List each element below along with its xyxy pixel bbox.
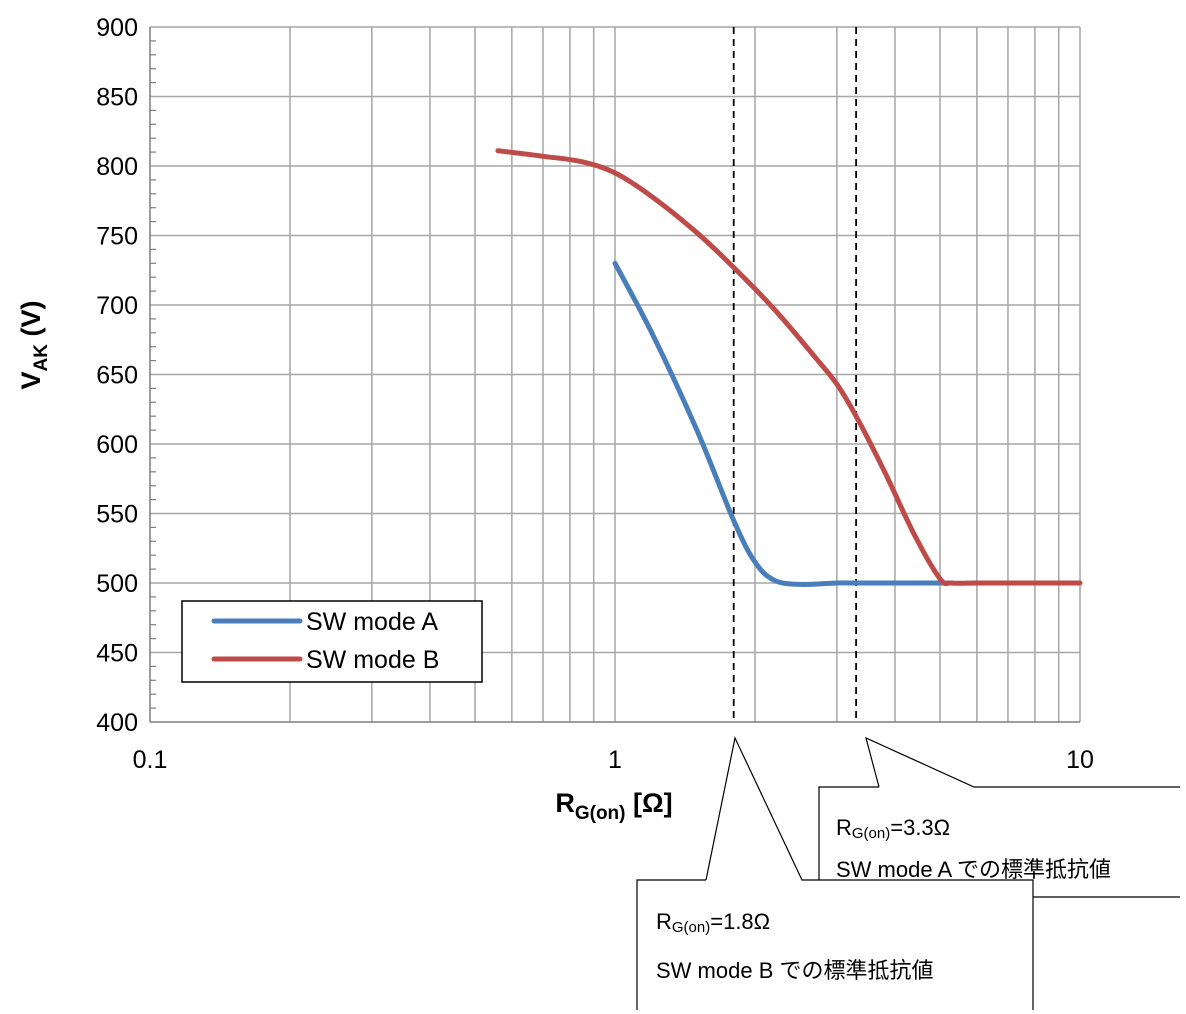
y-tick-label: 650 (96, 362, 138, 390)
callout-sw-mode-a: RG(on)=3.3Ω SW mode A での標準抵抗値 (818, 736, 1180, 898)
x-tick-label: 1 (608, 746, 622, 774)
gridlines (150, 26, 1081, 722)
y-tick-label: 500 (96, 570, 138, 598)
callout-sw-mode-b: RG(on)=1.8Ω SW mode B での標準抵抗値 (636, 736, 1034, 1010)
x-axis-title: RG(on) [Ω] (555, 788, 672, 824)
y-tick-label: 700 (96, 292, 138, 320)
callout-text-sw-mode-a: SW mode A での標準抵抗値 (836, 857, 1111, 882)
reference-lines (732, 27, 858, 722)
series-line-sw-mode-b (495, 148, 1083, 587)
callout-label-sw-mode-a: RG(on)=3.3Ω (836, 815, 950, 842)
y-tick-label: 850 (96, 84, 138, 112)
y-axis-title: VAK (V) (16, 301, 52, 390)
x-tick-labels: 0.1 1 10 (133, 746, 1094, 774)
legend-box (181, 600, 483, 683)
y-tick-label: 900 (96, 14, 138, 42)
axes (149, 27, 1080, 723)
y-tick-labels: 400 450 500 550 600 650 700 750 800 850 900 (96, 14, 138, 737)
callout-label-sw-mode-b: RG(on)=1.8Ω (656, 909, 770, 936)
x-tick-label: 0.1 (133, 746, 168, 774)
x-tick-label: 10 (1066, 746, 1094, 774)
legend-label-sw-mode-b: SW mode B (306, 646, 439, 674)
callout-text-sw-mode-b: SW mode B での標準抵抗値 (656, 958, 933, 983)
series-line-sw-mode-a (612, 260, 955, 587)
data-series (495, 148, 1083, 587)
y-tick-label: 450 (96, 640, 138, 668)
legend: SW mode A SW mode B (181, 600, 483, 683)
legend-label-sw-mode-a: SW mode A (306, 608, 438, 636)
y-tick-label: 600 (96, 431, 138, 459)
y-tick-label: 400 (96, 709, 138, 737)
y-tick-label: 800 (96, 153, 138, 181)
y-tick-label: 550 (96, 501, 138, 529)
y-tick-label: 750 (96, 223, 138, 251)
